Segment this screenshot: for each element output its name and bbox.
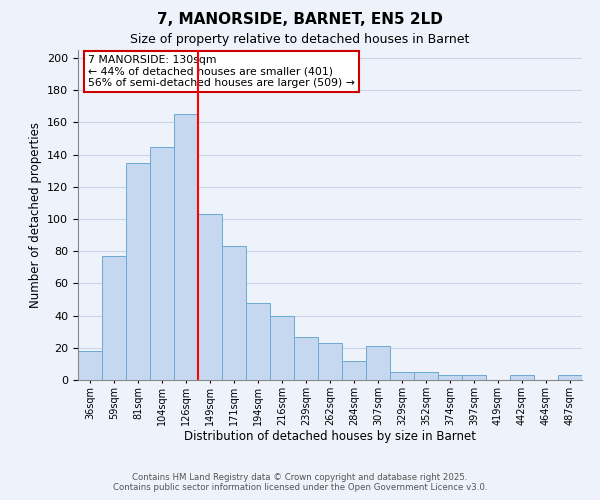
- X-axis label: Distribution of detached houses by size in Barnet: Distribution of detached houses by size …: [184, 430, 476, 444]
- Text: Size of property relative to detached houses in Barnet: Size of property relative to detached ho…: [130, 32, 470, 46]
- Bar: [246, 302, 270, 380]
- Bar: [222, 246, 246, 380]
- Bar: [150, 146, 174, 380]
- Bar: [390, 372, 414, 380]
- Bar: [174, 114, 198, 380]
- Bar: [198, 214, 222, 380]
- Bar: [510, 375, 534, 380]
- Bar: [102, 256, 126, 380]
- Bar: [462, 375, 486, 380]
- Bar: [270, 316, 294, 380]
- Bar: [414, 372, 438, 380]
- Text: Contains HM Land Registry data © Crown copyright and database right 2025.
Contai: Contains HM Land Registry data © Crown c…: [113, 473, 487, 492]
- Bar: [126, 162, 150, 380]
- Bar: [294, 336, 318, 380]
- Bar: [438, 375, 462, 380]
- Bar: [342, 360, 366, 380]
- Bar: [558, 375, 582, 380]
- Text: 7 MANORSIDE: 130sqm
← 44% of detached houses are smaller (401)
56% of semi-detac: 7 MANORSIDE: 130sqm ← 44% of detached ho…: [88, 55, 355, 88]
- Bar: [318, 343, 342, 380]
- Y-axis label: Number of detached properties: Number of detached properties: [29, 122, 41, 308]
- Bar: [78, 351, 102, 380]
- Text: 7, MANORSIDE, BARNET, EN5 2LD: 7, MANORSIDE, BARNET, EN5 2LD: [157, 12, 443, 28]
- Bar: [366, 346, 390, 380]
